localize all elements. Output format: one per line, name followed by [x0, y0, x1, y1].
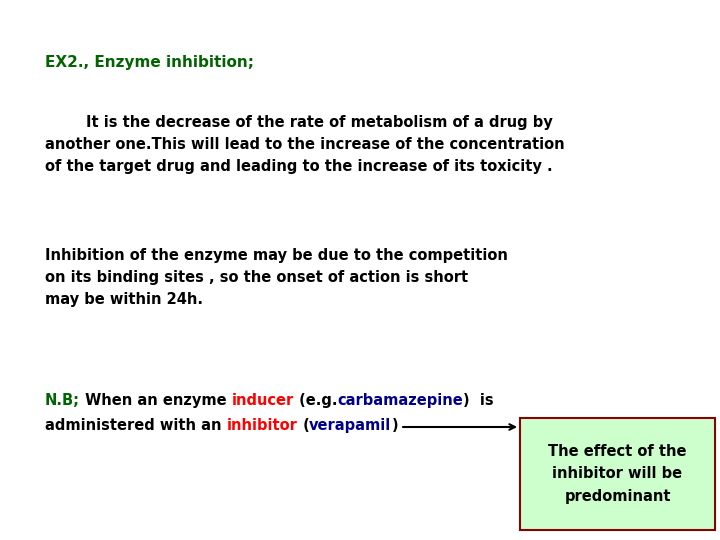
- Text: (: (: [297, 418, 310, 433]
- Text: When an enzyme: When an enzyme: [80, 393, 232, 408]
- Text: inhibitor: inhibitor: [227, 418, 297, 433]
- Text: Inhibition of the enzyme may be due to the competition
on its binding sites , so: Inhibition of the enzyme may be due to t…: [45, 248, 508, 307]
- Text: (e.g.: (e.g.: [294, 393, 338, 408]
- Text: N.B;: N.B;: [45, 393, 80, 408]
- Text: ): ): [392, 418, 398, 433]
- FancyBboxPatch shape: [520, 418, 715, 530]
- Text: carbamazepine: carbamazepine: [338, 393, 463, 408]
- Text: inducer: inducer: [232, 393, 294, 408]
- Text: )  is: ) is: [463, 393, 494, 408]
- Text: It is the decrease of the rate of metabolism of a drug by
another one.This will : It is the decrease of the rate of metabo…: [45, 115, 564, 174]
- Text: EX2., Enzyme inhibition;: EX2., Enzyme inhibition;: [45, 55, 254, 70]
- Text: administered with an: administered with an: [45, 418, 227, 433]
- Text: The effect of the
inhibitor will be
predominant: The effect of the inhibitor will be pred…: [548, 444, 687, 504]
- Text: verapamil: verapamil: [310, 418, 392, 433]
